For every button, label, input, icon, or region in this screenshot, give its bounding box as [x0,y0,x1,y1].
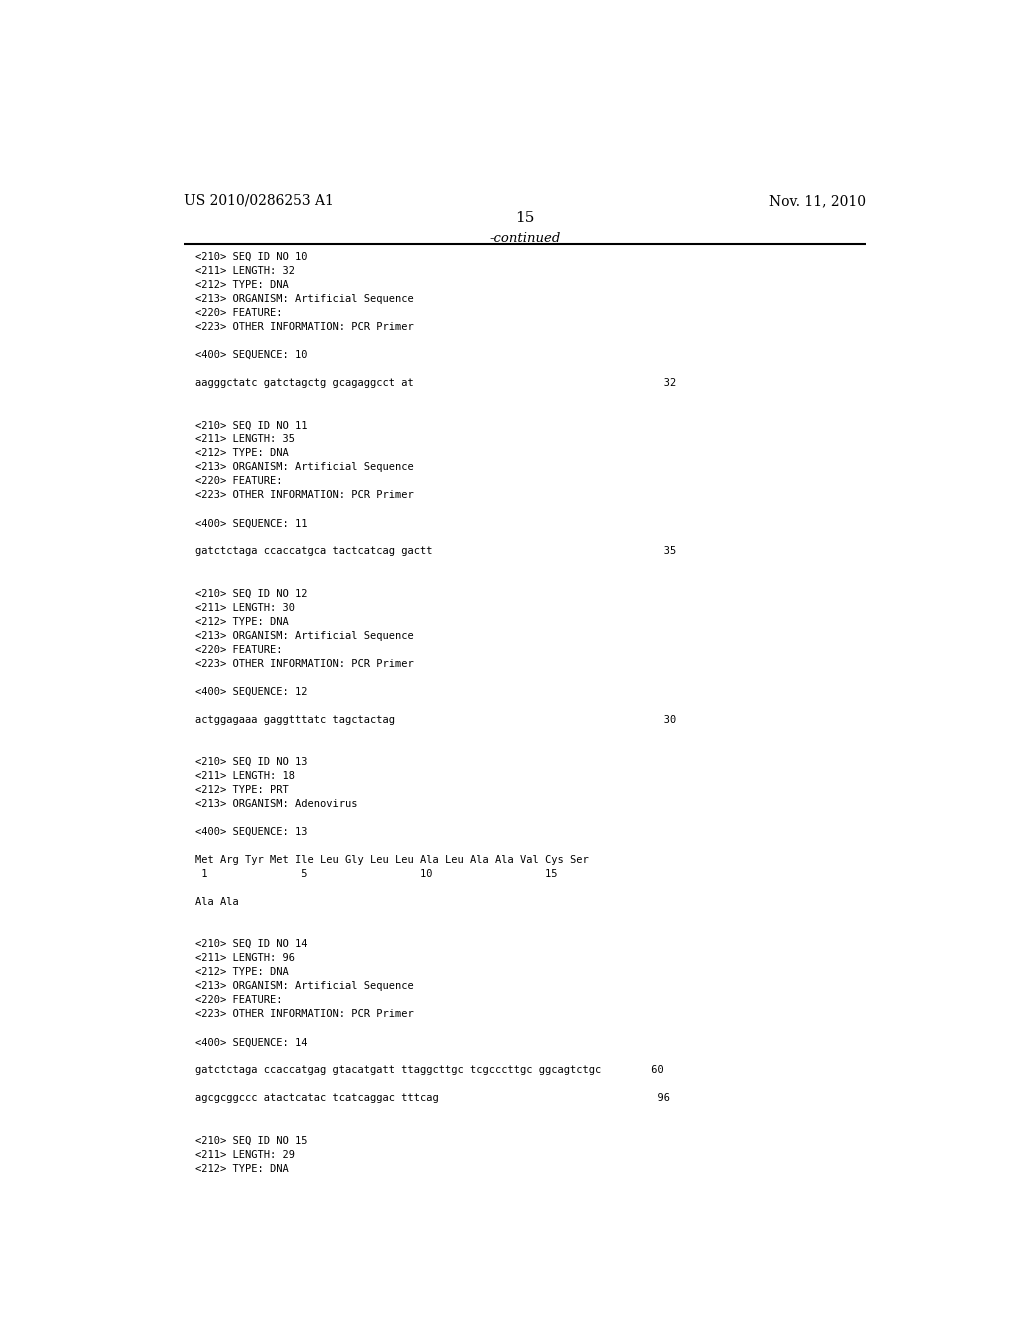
Text: <210> SEQ ID NO 12: <210> SEQ ID NO 12 [196,589,308,598]
Text: <211> LENGTH: 96: <211> LENGTH: 96 [196,953,296,964]
Text: <220> FEATURE:: <220> FEATURE: [196,308,283,318]
Text: <211> LENGTH: 35: <211> LENGTH: 35 [196,434,296,445]
Text: <213> ORGANISM: Adenovirus: <213> ORGANISM: Adenovirus [196,799,358,809]
Text: <400> SEQUENCE: 14: <400> SEQUENCE: 14 [196,1038,308,1047]
Text: <213> ORGANISM: Artificial Sequence: <213> ORGANISM: Artificial Sequence [196,631,414,640]
Text: <211> LENGTH: 18: <211> LENGTH: 18 [196,771,296,781]
Text: agcgcggccc atactcatac tcatcaggac tttcag                                   96: agcgcggccc atactcatac tcatcaggac tttcag … [196,1093,671,1104]
Text: Met Arg Tyr Met Ile Leu Gly Leu Leu Ala Leu Ala Ala Val Cys Ser: Met Arg Tyr Met Ile Leu Gly Leu Leu Ala … [196,855,589,865]
Text: <213> ORGANISM: Artificial Sequence: <213> ORGANISM: Artificial Sequence [196,462,414,473]
Text: <223> OTHER INFORMATION: PCR Primer: <223> OTHER INFORMATION: PCR Primer [196,659,414,669]
Text: <223> OTHER INFORMATION: PCR Primer: <223> OTHER INFORMATION: PCR Primer [196,1010,414,1019]
Text: <220> FEATURE:: <220> FEATURE: [196,644,283,655]
Text: <210> SEQ ID NO 11: <210> SEQ ID NO 11 [196,420,308,430]
Text: <212> TYPE: DNA: <212> TYPE: DNA [196,280,289,290]
Text: US 2010/0286253 A1: US 2010/0286253 A1 [183,194,334,209]
Text: <400> SEQUENCE: 11: <400> SEQUENCE: 11 [196,519,308,528]
Text: <223> OTHER INFORMATION: PCR Primer: <223> OTHER INFORMATION: PCR Primer [196,322,414,333]
Text: <220> FEATURE:: <220> FEATURE: [196,477,283,486]
Text: <212> TYPE: DNA: <212> TYPE: DNA [196,616,289,627]
Text: <212> TYPE: DNA: <212> TYPE: DNA [196,968,289,977]
Text: <211> LENGTH: 32: <211> LENGTH: 32 [196,265,296,276]
Text: <210> SEQ ID NO 14: <210> SEQ ID NO 14 [196,940,308,949]
Text: <400> SEQUENCE: 12: <400> SEQUENCE: 12 [196,686,308,697]
Text: gatctctaga ccaccatgca tactcatcag gactt                                     35: gatctctaga ccaccatgca tactcatcag gactt 3… [196,546,677,557]
Text: -continued: -continued [489,231,560,244]
Text: 15: 15 [515,211,535,226]
Text: <210> SEQ ID NO 13: <210> SEQ ID NO 13 [196,756,308,767]
Text: <213> ORGANISM: Artificial Sequence: <213> ORGANISM: Artificial Sequence [196,294,414,304]
Text: <400> SEQUENCE: 10: <400> SEQUENCE: 10 [196,350,308,360]
Text: <212> TYPE: PRT: <212> TYPE: PRT [196,785,289,795]
Text: Nov. 11, 2010: Nov. 11, 2010 [769,194,866,209]
Text: Ala Ala: Ala Ala [196,898,240,907]
Text: gatctctaga ccaccatgag gtacatgatt ttaggcttgc tcgcccttgc ggcagtctgc        60: gatctctaga ccaccatgag gtacatgatt ttaggct… [196,1065,665,1076]
Text: <223> OTHER INFORMATION: PCR Primer: <223> OTHER INFORMATION: PCR Primer [196,490,414,500]
Text: 1               5                  10                  15: 1 5 10 15 [196,869,558,879]
Text: aagggctatc gatctagctg gcagaggcct at                                        32: aagggctatc gatctagctg gcagaggcct at 32 [196,378,677,388]
Text: <211> LENGTH: 29: <211> LENGTH: 29 [196,1150,296,1159]
Text: <212> TYPE: DNA: <212> TYPE: DNA [196,1164,289,1173]
Text: <211> LENGTH: 30: <211> LENGTH: 30 [196,602,296,612]
Text: <220> FEATURE:: <220> FEATURE: [196,995,283,1006]
Text: <213> ORGANISM: Artificial Sequence: <213> ORGANISM: Artificial Sequence [196,981,414,991]
Text: <210> SEQ ID NO 10: <210> SEQ ID NO 10 [196,252,308,261]
Text: <210> SEQ ID NO 15: <210> SEQ ID NO 15 [196,1135,308,1146]
Text: <212> TYPE: DNA: <212> TYPE: DNA [196,449,289,458]
Text: actggagaaa gaggtttatc tagctactag                                           30: actggagaaa gaggtttatc tagctactag 30 [196,714,677,725]
Text: <400> SEQUENCE: 13: <400> SEQUENCE: 13 [196,828,308,837]
